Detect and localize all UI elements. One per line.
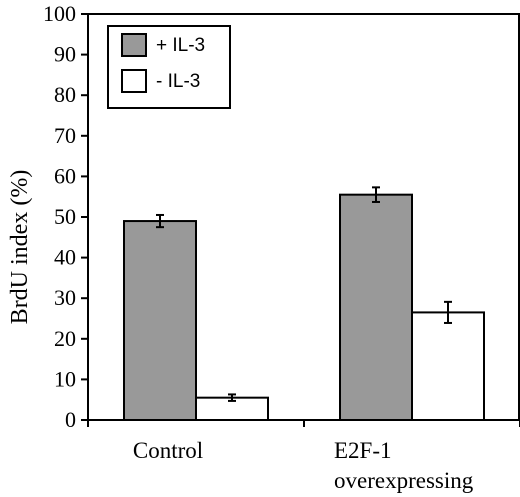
y-tick-label: 30 (54, 285, 76, 310)
y-tick-label: 90 (54, 42, 76, 67)
y-tick-label: 0 (65, 407, 76, 432)
bar (339, 193, 413, 421)
legend-label: + IL-3 (156, 35, 205, 56)
bars (123, 193, 485, 422)
x-category-label: Control (133, 438, 203, 463)
x-axis-categories: Control E2F-1 overexpressing (87, 420, 520, 493)
legend-swatch (121, 69, 147, 93)
y-tick-label: 100 (43, 1, 76, 26)
y-axis-title: BrdU index (%) (7, 170, 33, 325)
error-bars (156, 186, 452, 402)
y-tick-label: 70 (54, 123, 76, 148)
y-tick-label: 60 (54, 163, 76, 188)
bar (123, 220, 197, 421)
legend-label: - IL-3 (156, 71, 200, 92)
y-tick-label: 10 (54, 366, 76, 391)
plot-frame (87, 13, 520, 421)
y-tick-label: 20 (54, 326, 76, 351)
legend: + IL-3 - IL-3 (107, 25, 231, 109)
y-tick-label: 50 (54, 204, 76, 229)
y-tick-label: 40 (54, 245, 76, 270)
legend-swatch (121, 33, 147, 57)
y-axis-ticks: 0 10 20 30 40 50 60 70 80 90 100 (43, 1, 88, 432)
y-tick-label: 80 (54, 82, 76, 107)
bar (411, 311, 485, 421)
x-category-label: E2F-1 overexpressing (334, 438, 474, 493)
